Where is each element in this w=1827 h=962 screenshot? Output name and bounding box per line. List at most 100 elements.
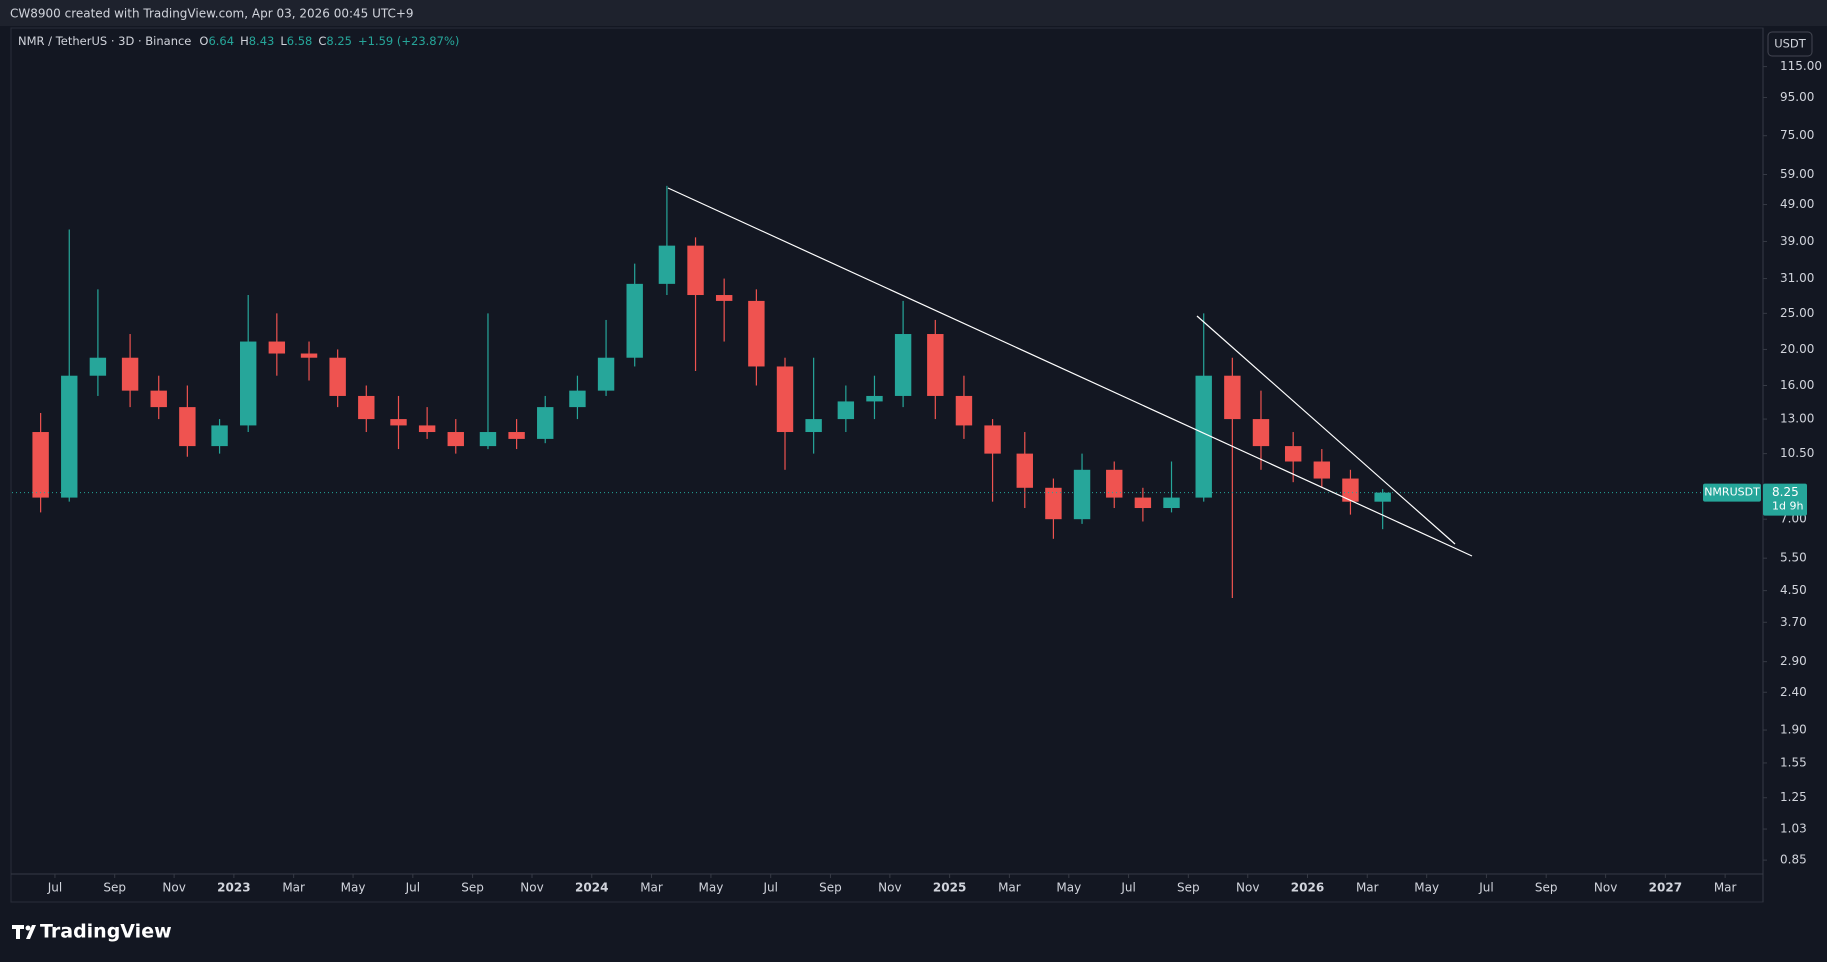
y-tick-label: 1.90 — [1780, 723, 1807, 737]
plot — [12, 185, 1762, 598]
ohlc-value: 8.43 — [249, 34, 275, 48]
candle-body — [1342, 478, 1359, 502]
logo-dot — [25, 925, 31, 931]
x-tick-label: Nov — [878, 881, 901, 895]
ohlc-key: H — [240, 34, 249, 48]
change: +1.59 (+23.87%) — [358, 34, 459, 48]
y-tick-label: 115.00 — [1780, 59, 1822, 73]
x-tick-label: Jul — [405, 881, 420, 895]
candle-body — [894, 334, 912, 396]
x-tick-label: Sep — [1177, 881, 1200, 895]
candle-body — [1016, 453, 1033, 488]
candle-body — [748, 300, 765, 367]
y-tick-label: 0.85 — [1780, 853, 1807, 867]
logo-icon — [12, 925, 36, 939]
currency-button[interactable] — [1767, 31, 1813, 57]
y-tick-label: 2.40 — [1780, 685, 1807, 699]
legend: NMR / TetherUS · 3D · Binance O6.64 H8.43 L… — [18, 34, 459, 48]
symbol: NMR / TetherUS · 3D · Binance — [18, 34, 191, 48]
price-tag-symbol: NMRUSDT — [1704, 486, 1760, 499]
x-tick-label: 2026 — [1291, 881, 1324, 895]
price-tag-price: 8.25 — [1772, 485, 1799, 499]
candle-body — [1073, 469, 1091, 520]
y-tick-label: 75.00 — [1780, 128, 1814, 142]
y-tick-label: 20.00 — [1780, 342, 1814, 356]
x-tick-label: Sep — [461, 881, 484, 895]
candle-body — [569, 390, 586, 408]
candle-body — [776, 366, 794, 433]
candle-body — [211, 425, 228, 447]
y-tick-label: 3.70 — [1780, 615, 1807, 629]
candle-body — [927, 334, 944, 396]
brand-logo: TradingView — [12, 921, 172, 943]
x-tick-label: 2023 — [217, 881, 250, 895]
candle-body — [121, 357, 139, 391]
x-tick-label: May — [699, 881, 724, 895]
candle-body — [626, 283, 643, 358]
currency-label[interactable]: USDT — [1774, 37, 1807, 51]
candle-body — [1252, 419, 1270, 447]
top-bar-text: CW8900 created with TradingView.com, Apr… — [10, 7, 414, 21]
trendline — [1196, 315, 1456, 545]
brand-name: TradingView — [40, 921, 172, 943]
price-tag-bg — [1763, 483, 1807, 516]
x-tick-label: Sep — [103, 881, 126, 895]
x-tick-label: Jul — [47, 881, 62, 895]
y-tick-label: 5.50 — [1780, 551, 1807, 565]
candle-body — [508, 432, 525, 439]
x-tick-label: 2025 — [933, 881, 966, 895]
y-tick-label: 10.50 — [1780, 446, 1814, 460]
candle-body — [479, 432, 497, 447]
ohlc-value: 6.64 — [208, 34, 234, 48]
y-tick-label: 1.03 — [1780, 822, 1807, 836]
candle-body — [89, 357, 107, 376]
x-tick-label: Jul — [1120, 881, 1135, 895]
candle-body — [1195, 375, 1212, 498]
candle-body — [268, 341, 286, 354]
candle-body — [329, 357, 346, 396]
ohlc-key: L — [280, 34, 287, 48]
candle-body — [687, 245, 704, 296]
candle-body — [1313, 461, 1331, 479]
ohlc-value: 8.25 — [326, 34, 352, 48]
x-tick-label: May — [1414, 881, 1439, 895]
price-tag-countdown: 1d 9h — [1772, 500, 1803, 513]
candle-body — [1374, 492, 1391, 502]
x-tick-label: Nov — [1594, 881, 1617, 895]
y-tick-label: 59.00 — [1780, 167, 1814, 181]
x-tick-label: Mar — [1356, 881, 1379, 895]
y-tick-label: 1.25 — [1780, 790, 1807, 804]
x-tick-label: Nov — [162, 881, 185, 895]
candle-body — [837, 401, 855, 420]
candle-body — [358, 395, 375, 420]
ohlc-value: 6.58 — [287, 34, 313, 48]
candle-body — [239, 341, 257, 426]
y-tick-label: 95.00 — [1780, 90, 1814, 104]
candle-body — [1284, 446, 1302, 462]
x-tick-label: Mar — [998, 881, 1021, 895]
candle-body — [955, 395, 973, 426]
top-bar — [0, 0, 1827, 26]
x-tick-label: Sep — [819, 881, 842, 895]
candle-body — [1106, 469, 1123, 498]
x-tick-label: Mar — [282, 881, 305, 895]
x-tick-label: Nov — [520, 881, 543, 895]
x-tick-label: Jul — [1478, 881, 1493, 895]
candle-body — [537, 407, 554, 439]
x-tick-label: Jul — [762, 881, 777, 895]
x-tick-label: Mar — [1714, 881, 1737, 895]
candle-body — [32, 432, 49, 498]
candle-body — [300, 353, 318, 358]
x-tick-label: 2024 — [575, 881, 608, 895]
y-tick-label: 16.00 — [1780, 378, 1814, 392]
x-tick-label: 2027 — [1649, 881, 1682, 895]
y-tick-label: 31.00 — [1780, 271, 1814, 285]
candle-body — [1163, 497, 1180, 509]
price-tag-symbol-bg — [1703, 483, 1761, 502]
candle-body — [1224, 375, 1241, 420]
candle-body — [805, 419, 822, 433]
candle-body — [61, 375, 78, 498]
x-tick-label: May — [341, 881, 366, 895]
candle-body — [418, 425, 436, 433]
